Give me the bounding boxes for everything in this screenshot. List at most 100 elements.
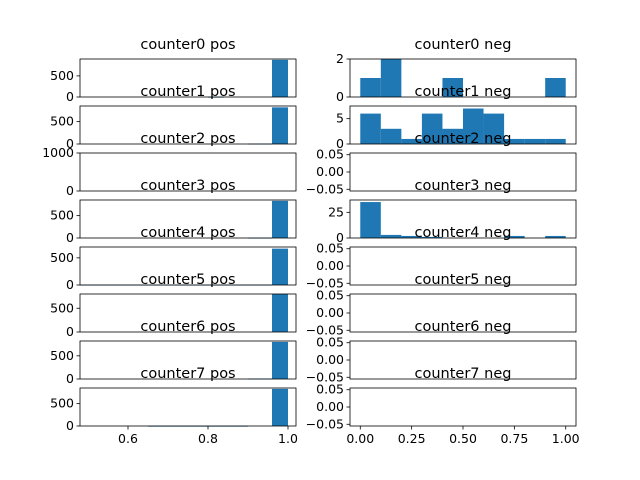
subplot-title: counter1 pos xyxy=(140,84,235,100)
subplot-title: counter4 pos xyxy=(140,225,235,241)
axes-frame xyxy=(79,199,297,239)
histogram-bar xyxy=(380,128,402,144)
histogram-bar xyxy=(272,248,288,285)
histogram-bar xyxy=(272,294,288,332)
subplot-title: counter1 neg xyxy=(415,84,512,100)
axes-frame xyxy=(79,105,297,145)
histogram-bar xyxy=(272,341,288,379)
y-tick-label: 0.05 xyxy=(316,382,344,397)
subplot-title: counter2 pos xyxy=(140,131,235,147)
y-tick-label: 0 xyxy=(66,418,74,433)
histogram-bar xyxy=(360,202,381,238)
subplot-title: counter7 neg xyxy=(415,366,512,382)
x-tick-label: 0.50 xyxy=(449,431,477,446)
axes-frame xyxy=(79,58,297,98)
subplot-counter4-neg: −0.05 0.00 0.05 counter4 neg xyxy=(306,225,577,290)
axes-frame xyxy=(79,293,297,333)
subplot-title: counter5 neg xyxy=(415,272,512,288)
subplot-counter5-pos: 0 500 counter5 pos xyxy=(50,272,297,339)
x-tick-label: 0.75 xyxy=(500,431,528,446)
subplot-counter0-neg: 0 2 counter0 neg xyxy=(336,37,577,104)
histogram-bar xyxy=(421,113,443,144)
y-tick-label: 25 xyxy=(328,204,344,219)
histogram-bar xyxy=(442,128,463,144)
subplot-title: counter0 neg xyxy=(415,37,512,53)
subplot-counter1-pos: 0 500 counter1 pos xyxy=(50,84,297,151)
y-tick-label: 1000 xyxy=(42,145,74,160)
axes-frame xyxy=(79,152,297,192)
y-tick-label: 0.00 xyxy=(316,164,344,179)
subplot-title: counter6 neg xyxy=(415,319,512,335)
y-tick-label: 0.00 xyxy=(316,352,344,367)
histogram-bar xyxy=(360,78,381,97)
subplot-title: counter0 pos xyxy=(140,37,235,53)
histogram-bar xyxy=(545,138,566,144)
subplot-counter0-pos: 0 500 counter0 pos xyxy=(50,37,297,104)
y-tick-label: 0.00 xyxy=(316,399,344,414)
x-tick-label: 1.00 xyxy=(552,431,580,446)
y-tick-label: 0 xyxy=(66,89,74,104)
x-tick-label: 0.6 xyxy=(118,431,138,446)
y-tick-label: 0.05 xyxy=(316,335,344,350)
y-tick-label: 0 xyxy=(66,183,74,198)
y-tick-label: 500 xyxy=(50,348,74,363)
x-tick-label: 0.8 xyxy=(198,431,218,446)
histogram-bar xyxy=(463,108,484,144)
subplot-counter6-neg: −0.05 0.00 0.05 counter6 neg xyxy=(306,319,577,384)
y-tick-label: 5 xyxy=(336,111,344,126)
y-tick-label: 0 xyxy=(66,371,74,386)
y-tick-label: 500 xyxy=(50,396,74,411)
subplot-counter2-neg: −0.05 0.00 0.05 counter2 neg xyxy=(306,131,577,196)
y-tick-label: 500 xyxy=(50,250,74,265)
subplot-title: counter6 pos xyxy=(140,319,235,335)
y-tick-label: −0.05 xyxy=(306,369,344,384)
axes-frame xyxy=(79,246,297,286)
y-tick-label: 500 xyxy=(50,208,74,223)
x-tick-label: 0.25 xyxy=(398,431,426,446)
subplot-counter1-neg: 0 5 counter1 neg xyxy=(336,84,577,151)
axes-frame xyxy=(79,387,297,427)
y-tick-label: 500 xyxy=(50,68,74,83)
subplot-counter4-pos: 0 500 counter4 pos xyxy=(50,225,297,292)
y-tick-label: 500 xyxy=(50,300,74,315)
y-tick-label: 0 xyxy=(66,324,74,339)
histogram-bar xyxy=(442,78,463,97)
y-tick-label: 0 xyxy=(336,89,344,104)
y-tick-label: 2 xyxy=(336,51,344,66)
y-tick-label: −0.05 xyxy=(306,322,344,337)
subplot-title: counter4 neg xyxy=(415,225,512,241)
histogram-bar xyxy=(272,200,288,238)
histogram-bar xyxy=(483,113,505,144)
histogram-bar xyxy=(380,59,402,97)
axes-frame xyxy=(349,105,577,145)
subplot-counter5-neg: −0.05 0.00 0.05 counter5 neg xyxy=(306,272,577,337)
histogram-bar xyxy=(380,234,402,238)
subplot-counter7-neg: −0.050.000.050.00 0.25 0.50 0.75 1.00counter… xyxy=(306,366,580,446)
y-tick-label: 0.05 xyxy=(316,241,344,256)
axes-frame xyxy=(349,199,577,239)
y-tick-label: 0 xyxy=(66,136,74,151)
histogram-bar xyxy=(272,107,288,144)
histogram-bar xyxy=(545,235,566,238)
y-tick-label: 0.05 xyxy=(316,288,344,303)
axes-frame xyxy=(349,387,577,427)
y-tick-label: 0 xyxy=(336,136,344,151)
axes-frame xyxy=(349,58,577,98)
histogram-bar xyxy=(504,235,525,238)
histogram-bar xyxy=(421,236,443,238)
y-tick-label: 0.05 xyxy=(316,147,344,162)
y-tick-label: −0.05 xyxy=(306,181,344,196)
y-tick-label: 0 xyxy=(336,230,344,245)
histogram-bar xyxy=(272,59,288,97)
histogram-bar xyxy=(545,78,566,97)
y-tick-label: 500 xyxy=(50,114,74,129)
histogram-bar xyxy=(401,138,422,144)
subplot-counter7-pos: 0 500 0.6 0.8 1.0 counter7 pos xyxy=(50,366,298,446)
subplot-title: counter3 neg xyxy=(415,178,512,194)
histogram-bar xyxy=(524,138,546,144)
histogram-bar xyxy=(272,388,288,426)
y-tick-label: 0.00 xyxy=(316,305,344,320)
histogram-bar xyxy=(504,138,525,144)
